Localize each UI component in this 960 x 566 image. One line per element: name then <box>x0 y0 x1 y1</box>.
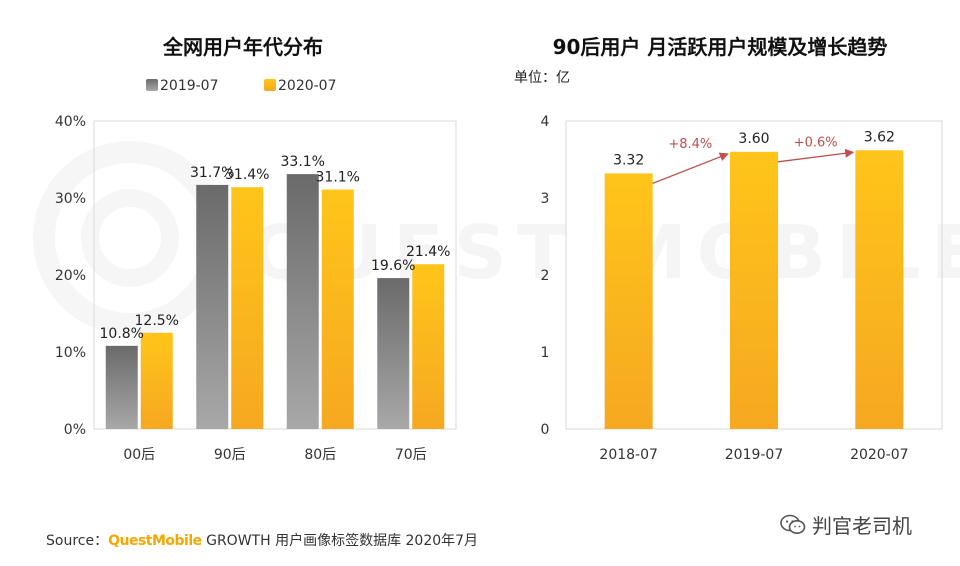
growth-arrow <box>777 148 855 163</box>
left-data-label: 31.4% <box>225 167 269 183</box>
wechat-icon <box>780 514 806 534</box>
right-y-tick-label: 4 <box>541 114 550 130</box>
legend-swatch-2020 <box>264 79 276 91</box>
left-data-label: 19.6% <box>371 258 415 274</box>
left-y-tick-label: 0% <box>64 422 86 438</box>
left-y-tick-label: 40% <box>55 114 86 130</box>
left-x-tick-label: 90后 <box>214 447 246 463</box>
left-data-label: 31.1% <box>316 170 360 186</box>
right-bar <box>604 173 653 429</box>
right-x-tick-label: 2018-07 <box>599 447 658 463</box>
right-chart-unit: 单位：亿 <box>514 70 570 86</box>
left-plot-frame <box>93 120 457 430</box>
source-footer: Source：QuestMobile GROWTH 用户画像标签数据库 2020… <box>46 530 478 550</box>
left-bar-2020 <box>231 187 264 429</box>
right-y-tick-label: 0 <box>541 422 550 438</box>
left-bar-2019 <box>377 278 410 429</box>
right-data-label: 3.32 <box>613 152 644 168</box>
left-bar-2020 <box>412 264 445 429</box>
left-data-label: 31.7% <box>190 165 234 181</box>
left-chart-title: 全网用户年代分布 <box>162 35 323 59</box>
growth-label: +8.4% <box>668 137 712 152</box>
wechat-label: 判官老司机 <box>812 514 912 538</box>
right-y-tick-label: 1 <box>541 345 550 361</box>
right-bar <box>855 150 904 429</box>
right-data-label: 3.62 <box>864 129 895 145</box>
left-bar-2019 <box>196 184 229 429</box>
legend-label-2020: 2020-07 <box>278 78 337 94</box>
legend-label-2019: 2019-07 <box>160 78 219 94</box>
growth-arrow <box>652 152 729 184</box>
right-x-tick-label: 2019-07 <box>725 447 784 463</box>
left-data-label: 10.8% <box>100 326 144 342</box>
left-bar-2019 <box>105 345 138 429</box>
left-bar-2019 <box>286 174 319 429</box>
right-y-tick-label: 3 <box>541 191 550 207</box>
left-x-tick-label: 00后 <box>123 447 155 463</box>
legend-swatch-2019 <box>146 79 158 91</box>
left-x-tick-label: 80后 <box>304 447 336 463</box>
left-data-label: 12.5% <box>135 313 179 329</box>
left-data-labels: 10.8%12.5% 31.7%31.4% 33.1%31.1% 19.6%21.4% <box>100 154 451 342</box>
right-bar <box>730 151 778 430</box>
right-chart-title: 90后用户 月活跃用户规模及增长趋势 <box>553 35 888 59</box>
right-growth-arrows: +8.4% +0.6% <box>652 135 855 184</box>
left-y-axis: 0% 10% 20% 30% 40% <box>55 114 86 438</box>
left-y-tick-label: 20% <box>55 268 86 284</box>
right-bars <box>604 150 904 430</box>
left-x-axis: 00后 90后 80后 70后 <box>123 447 426 463</box>
left-y-tick-label: 30% <box>55 191 86 207</box>
right-y-tick-label: 2 <box>541 268 550 284</box>
left-bar-2020 <box>140 332 173 429</box>
growth-label: +0.6% <box>794 135 838 150</box>
right-y-axis: 0 1 2 3 4 <box>541 114 550 438</box>
right-x-axis: 2018-07 2019-07 2020-07 <box>599 447 908 463</box>
source-rest: GROWTH 用户画像标签数据库 2020年7月 <box>201 533 479 549</box>
right-x-tick-label: 2020-07 <box>850 447 909 463</box>
left-data-label: 33.1% <box>281 154 325 170</box>
watermark: QUEST MOBILE <box>44 152 960 324</box>
left-data-label: 21.4% <box>406 244 450 260</box>
source-brand: QuestMobile <box>108 533 202 549</box>
right-data-label: 3.60 <box>738 131 769 147</box>
left-bars <box>105 174 445 429</box>
wechat-watermark: 判官老司机 <box>780 510 912 539</box>
left-x-tick-label: 70后 <box>395 447 427 463</box>
source-prefix: Source： <box>46 533 109 549</box>
left-bar-2020 <box>321 189 354 429</box>
left-chart: 全网用户年代分布 2019-07 2020-07 0%10%20%30%40% … <box>55 35 457 463</box>
left-legend: 2019-07 2020-07 <box>146 78 337 94</box>
right-data-labels: 3.32 3.60 3.62 <box>613 129 895 168</box>
left-y-tick-label: 10% <box>55 345 86 361</box>
